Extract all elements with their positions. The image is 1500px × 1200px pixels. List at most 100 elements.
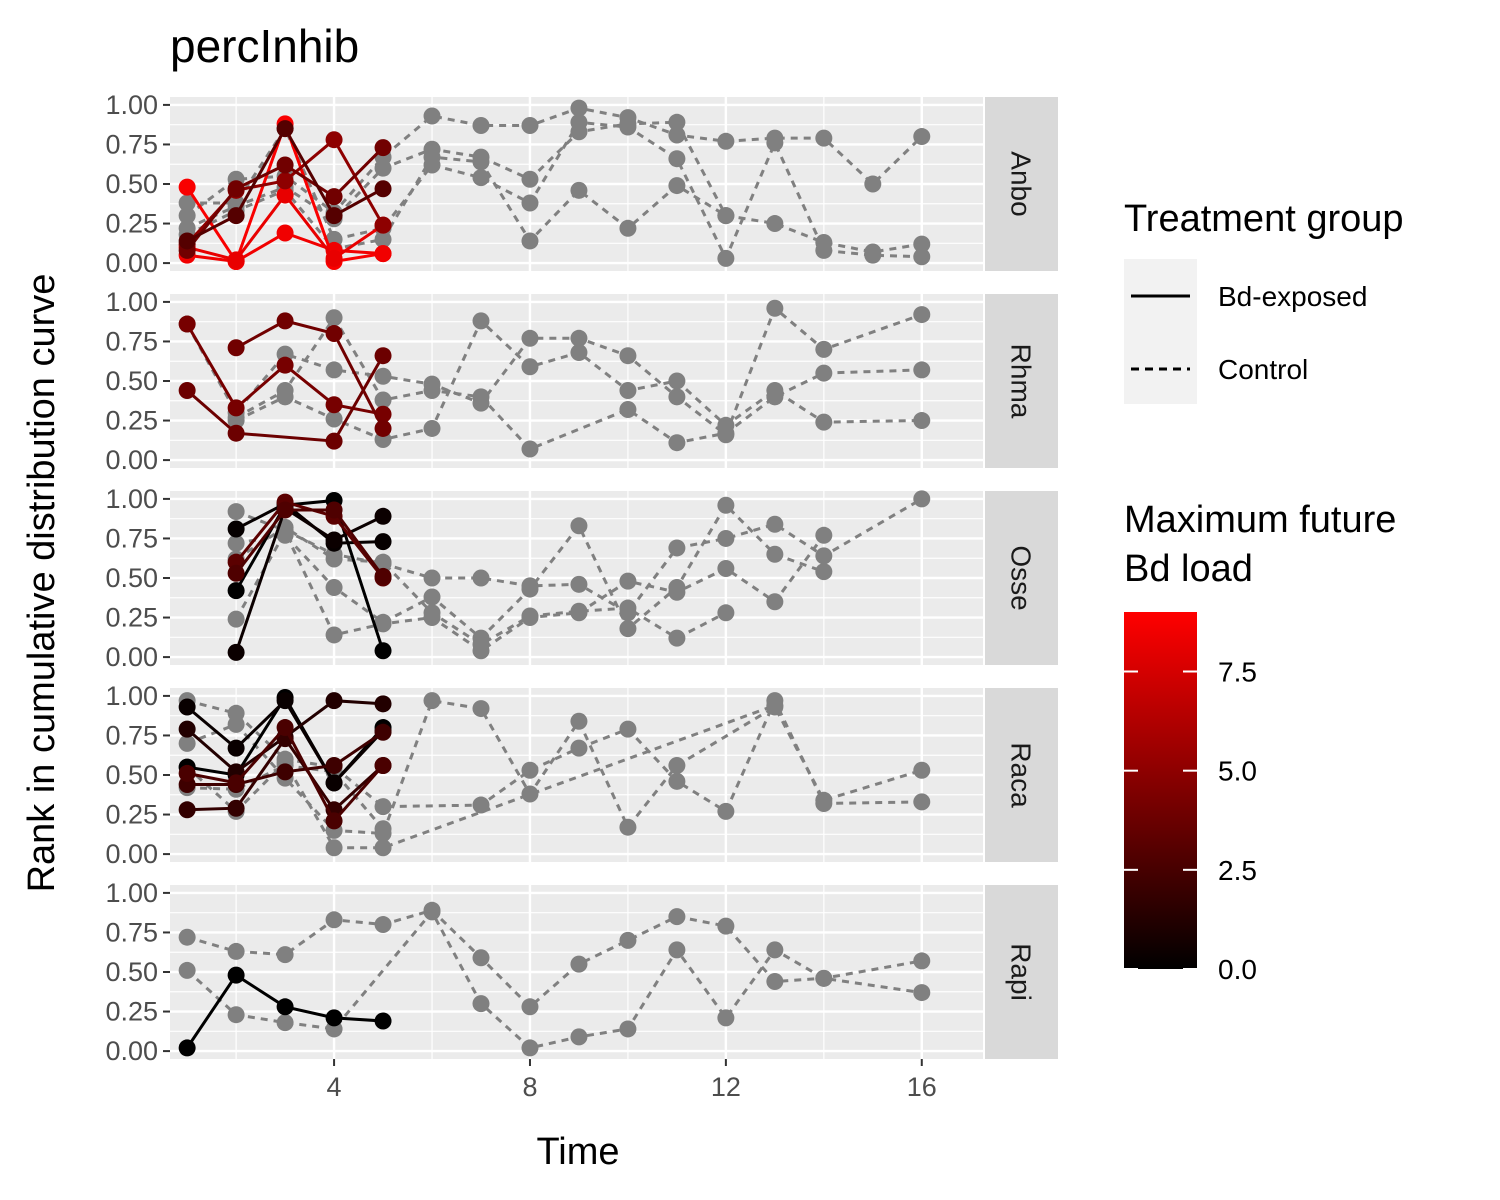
data-point <box>619 381 637 399</box>
data-point <box>423 419 441 437</box>
data-point <box>276 1014 294 1032</box>
data-point <box>717 560 735 578</box>
x-tick-label: 12 <box>711 1072 741 1102</box>
data-point <box>472 569 490 587</box>
facet-panels: 0.00 0.25 0.50 0.75 1.00 Anbo 0.00 0.25 0.50 0.75… <box>105 90 1058 1066</box>
data-point <box>178 928 196 946</box>
data-point <box>178 381 196 399</box>
data-point <box>913 984 931 1002</box>
data-point <box>374 159 392 177</box>
bd-exposed-series <box>178 315 392 423</box>
facet-strip <box>985 885 1058 1059</box>
data-point <box>570 712 588 730</box>
legend-label-control: Control <box>1218 354 1308 385</box>
y-tick-label: 0.25 <box>105 406 158 436</box>
data-point <box>472 700 490 718</box>
data-point <box>570 517 588 535</box>
data-point <box>325 207 343 225</box>
data-point <box>668 113 686 131</box>
colorbar-tick-label: 2.5 <box>1218 855 1257 886</box>
data-point <box>717 132 735 150</box>
data-point <box>325 911 343 929</box>
data-point <box>619 347 637 365</box>
colorbar-tick-label: 5.0 <box>1218 756 1257 787</box>
data-point <box>227 799 245 817</box>
data-point <box>325 249 343 267</box>
data-point <box>276 946 294 964</box>
data-point <box>423 148 441 166</box>
y-tick-label: 1.00 <box>105 484 158 514</box>
control-series <box>227 309 931 458</box>
facet-strip <box>985 97 1058 271</box>
y-tick-label: 0.75 <box>105 326 158 356</box>
series-line <box>186 703 776 850</box>
data-point <box>276 224 294 242</box>
x-tick-label: 16 <box>907 1072 937 1102</box>
data-point <box>815 241 833 259</box>
series-line <box>186 106 923 217</box>
data-point <box>374 230 392 248</box>
y-tick-label: 0.00 <box>105 445 158 475</box>
data-point <box>325 839 343 857</box>
data-point <box>374 533 392 551</box>
data-point <box>227 399 245 417</box>
control-series <box>227 312 931 449</box>
data-point <box>178 764 196 782</box>
data-point <box>325 361 343 379</box>
data-point <box>717 207 735 225</box>
data-point <box>374 245 392 263</box>
data-point <box>325 396 343 414</box>
data-point <box>325 692 343 710</box>
data-point <box>717 416 735 434</box>
data-point <box>864 175 882 193</box>
data-point <box>227 739 245 757</box>
series-line <box>235 525 727 647</box>
data-point <box>374 1012 392 1030</box>
facet-strip <box>985 688 1058 862</box>
data-point <box>423 903 441 921</box>
series-line <box>234 506 384 653</box>
data-point <box>766 696 784 714</box>
facet-strip-label: Raca <box>1006 742 1037 808</box>
data-point <box>325 550 343 568</box>
data-point <box>570 329 588 347</box>
data-point <box>864 246 882 264</box>
data-point <box>227 424 245 442</box>
facet-strip-label: Anbo <box>1006 151 1037 216</box>
data-point <box>570 99 588 117</box>
colorbar-legend-title-line-2: Bd load <box>1124 548 1253 590</box>
data-point <box>227 1006 245 1024</box>
y-tick-label: 1.00 <box>105 287 158 317</box>
data-point <box>178 698 196 716</box>
series-line <box>235 318 922 442</box>
data-point <box>766 134 784 152</box>
y-tick-label: 0.75 <box>105 917 158 947</box>
data-point <box>325 812 343 830</box>
data-point <box>325 626 343 644</box>
data-point <box>325 774 343 792</box>
data-point <box>472 153 490 171</box>
data-point <box>227 564 245 582</box>
data-point <box>570 955 588 973</box>
data-point <box>619 219 637 237</box>
data-point <box>276 719 294 737</box>
data-point <box>423 692 441 710</box>
data-point <box>227 534 245 552</box>
data-point <box>472 949 490 967</box>
data-point <box>374 567 392 585</box>
colorbar-tick-label: 7.5 <box>1218 657 1257 688</box>
data-point <box>178 232 196 250</box>
data-point <box>717 529 735 547</box>
data-point <box>815 129 833 147</box>
data-point <box>472 169 490 187</box>
data-point <box>178 315 196 333</box>
data-point <box>178 801 196 819</box>
facet-strip <box>985 491 1058 665</box>
colorbar-legend-title-line-1: Maximum future <box>1124 499 1396 541</box>
data-point <box>815 969 833 987</box>
y-tick-label: 0.25 <box>105 800 158 830</box>
data-point <box>472 388 490 406</box>
bd-exposed-series <box>178 347 392 450</box>
data-point <box>815 563 833 581</box>
data-point <box>521 1039 539 1057</box>
